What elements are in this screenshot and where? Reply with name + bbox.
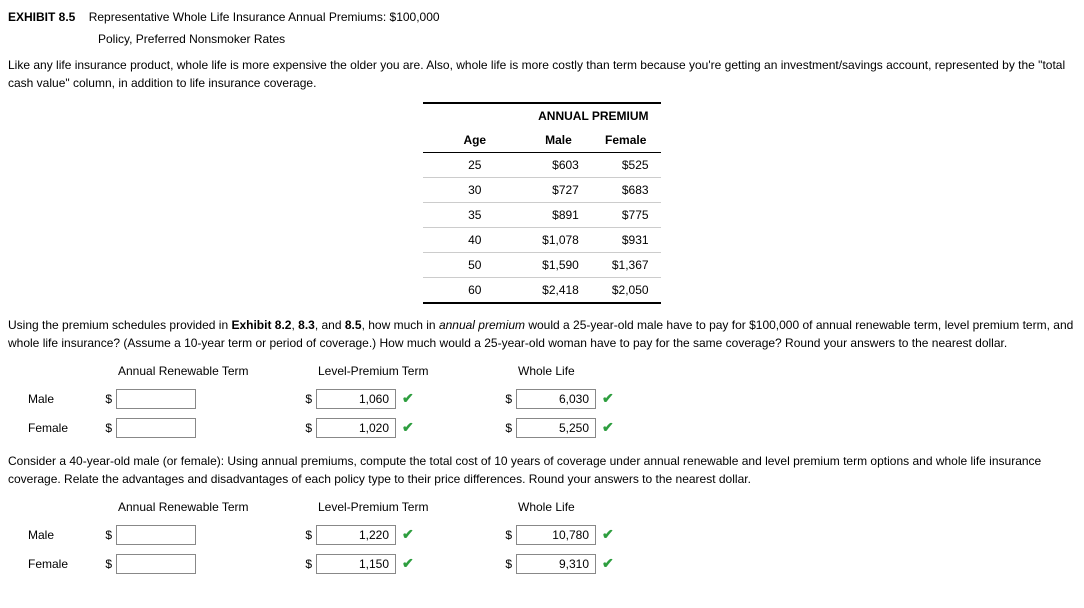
check-icon: ✔ [402,388,414,409]
question-1: Using the premium schedules provided in … [8,316,1076,352]
col-male: Male [526,128,591,153]
col-female: Female [591,128,661,153]
q2-male-art-input[interactable] [116,525,196,545]
q1-male-art-input[interactable] [116,389,196,409]
col-lpt: Level-Premium Term [298,498,498,516]
col-art: Annual Renewable Term [98,362,298,380]
check-icon: ✔ [602,524,614,545]
exhibit-subtitle: Policy, Preferred Nonsmoker Rates [98,30,1076,48]
q1-female-wl-input[interactable] [516,418,596,438]
exhibit-header: EXHIBIT 8.5 Representative Whole Life In… [8,8,1076,26]
col-age: Age [423,128,526,153]
premium-group-header: ANNUAL PREMIUM [526,103,660,128]
row-male: Male [28,390,98,408]
col-art: Annual Renewable Term [98,498,298,516]
col-wl: Whole Life [498,362,698,380]
q1-female-art-input[interactable] [116,418,196,438]
table-row: 30$727$683 [423,178,660,203]
q2-female-lpt-input[interactable] [316,554,396,574]
answer-grid-2: Annual Renewable Term Level-Premium Term… [28,498,1076,574]
q2-female-wl-input[interactable] [516,554,596,574]
q1-female-lpt-input[interactable] [316,418,396,438]
check-icon: ✔ [402,524,414,545]
intro-text: Like any life insurance product, whole l… [8,56,1076,92]
row-female: Female [28,419,98,437]
table-row: 60$2,418$2,050 [423,278,660,304]
check-icon: ✔ [402,417,414,438]
col-wl: Whole Life [498,498,698,516]
q2-male-lpt-input[interactable] [316,525,396,545]
question-2: Consider a 40-year-old male (or female):… [8,452,1076,488]
q1-male-wl-input[interactable] [516,389,596,409]
row-male: Male [28,526,98,544]
answer-grid-1: Annual Renewable Term Level-Premium Term… [28,362,1076,438]
premium-tbody: 25$603$52530$727$68335$891$77540$1,078$9… [423,153,660,304]
check-icon: ✔ [602,388,614,409]
premium-table: ANNUAL PREMIUM Age Male Female 25$603$52… [423,102,660,304]
table-row: 40$1,078$931 [423,228,660,253]
table-row: 25$603$525 [423,153,660,178]
q1-male-lpt-input[interactable] [316,389,396,409]
row-female: Female [28,555,98,573]
table-row: 35$891$775 [423,203,660,228]
q2-female-art-input[interactable] [116,554,196,574]
exhibit-title: Representative Whole Life Insurance Annu… [89,10,440,24]
q2-male-wl-input[interactable] [516,525,596,545]
col-lpt: Level-Premium Term [298,362,498,380]
check-icon: ✔ [602,553,614,574]
check-icon: ✔ [602,417,614,438]
check-icon: ✔ [402,553,414,574]
exhibit-label: EXHIBIT 8.5 [8,10,75,24]
table-row: 50$1,590$1,367 [423,253,660,278]
